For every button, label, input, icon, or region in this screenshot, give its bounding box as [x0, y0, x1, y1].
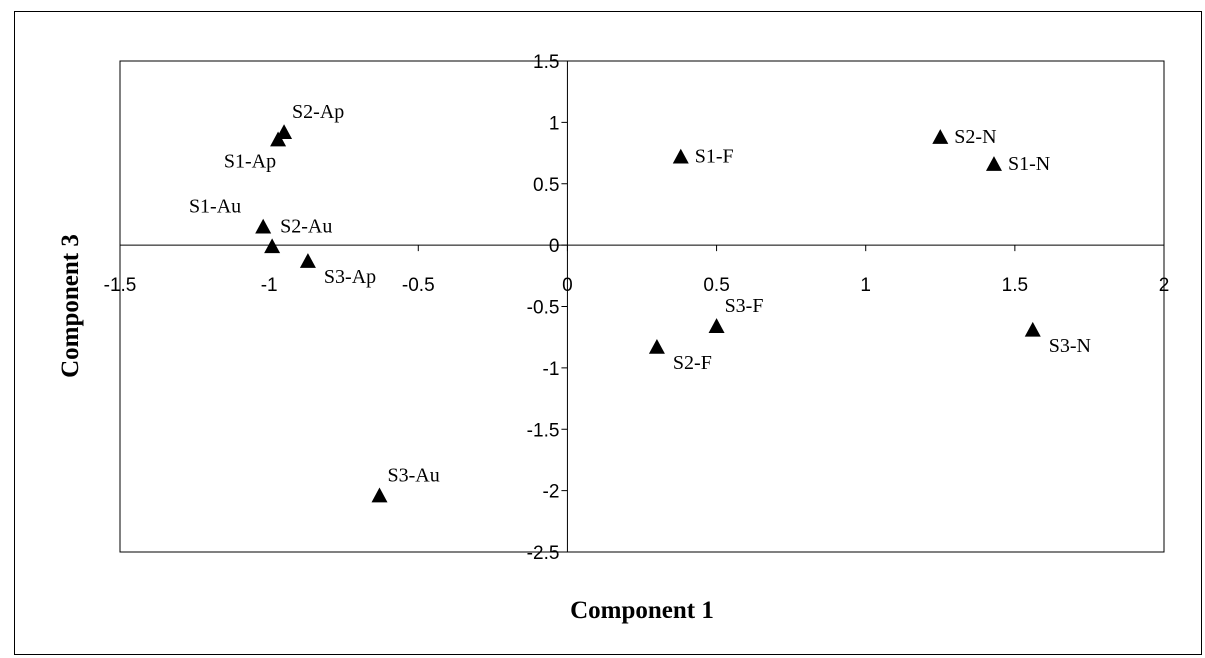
y-tick-label: -0.5: [527, 298, 560, 319]
x-tick-label: -0.5: [402, 275, 435, 296]
data-point-label: S2-Au: [280, 215, 332, 237]
y-tick-label: -1: [543, 359, 560, 380]
x-axis-title: Component 1: [570, 597, 714, 624]
y-tick-label: 0.5: [533, 175, 559, 196]
data-point-marker: [255, 218, 272, 234]
y-tick-label: -2.5: [527, 543, 560, 564]
plot-area-border: [119, 60, 1165, 553]
data-point-label: S1-Ap: [224, 151, 276, 173]
data-point-marker: [648, 339, 665, 354]
data-point-label: S1-N: [1008, 153, 1050, 175]
data-point-label: S1-Au: [189, 196, 241, 218]
y-tick-label: -1.5: [527, 420, 560, 441]
x-tick-label: 0.5: [703, 275, 729, 296]
data-point-label: S3-F: [725, 295, 764, 317]
y-axis-title: Component 3: [57, 234, 84, 378]
data-points: S2-Ap S1-Ap S1-Au S2-Au S3-Ap S3-Au S1-F S2-N S1…: [189, 101, 1091, 503]
data-point-label: S2-F: [673, 352, 712, 374]
data-point-marker: [371, 487, 388, 503]
data-point-label: S2-Ap: [292, 101, 344, 123]
y-tick-label: 0: [549, 236, 560, 257]
data-point-marker: [672, 148, 689, 164]
chart-frame: [14, 11, 1202, 655]
axes: [119, 60, 1165, 553]
x-tick-label: 1.5: [1002, 275, 1028, 296]
data-point-label: S3-N: [1049, 335, 1091, 357]
data-point-label: S2-N: [954, 126, 996, 148]
y-tick-label: 1.5: [533, 52, 559, 73]
data-point-label: S3-Au: [388, 465, 440, 487]
data-point-marker: [299, 253, 316, 268]
data-point-marker: [932, 129, 949, 144]
data-point-label: S1-F: [695, 146, 734, 168]
data-point-marker: [985, 156, 1002, 171]
x-tick-label: -1: [261, 275, 278, 296]
data-point-label: S3-Ap: [324, 266, 376, 288]
x-tick-label: 1: [860, 275, 871, 296]
data-point-marker: [270, 131, 287, 147]
x-tick-label: -1.5: [104, 275, 137, 296]
y-tick-label: 1: [549, 113, 560, 134]
data-point-marker: [708, 318, 725, 333]
y-tick-label: -2: [543, 482, 560, 503]
data-point-marker: [1024, 321, 1041, 337]
data-point-marker: [264, 238, 281, 254]
tick-labels: -1.5 -1 -0.5 0 0.5 1 1.5 21.510.50-0.5-1-1.5-2-…: [104, 52, 1170, 564]
x-tick-label: 2: [1159, 275, 1170, 296]
x-tick-label: 0: [562, 275, 573, 296]
